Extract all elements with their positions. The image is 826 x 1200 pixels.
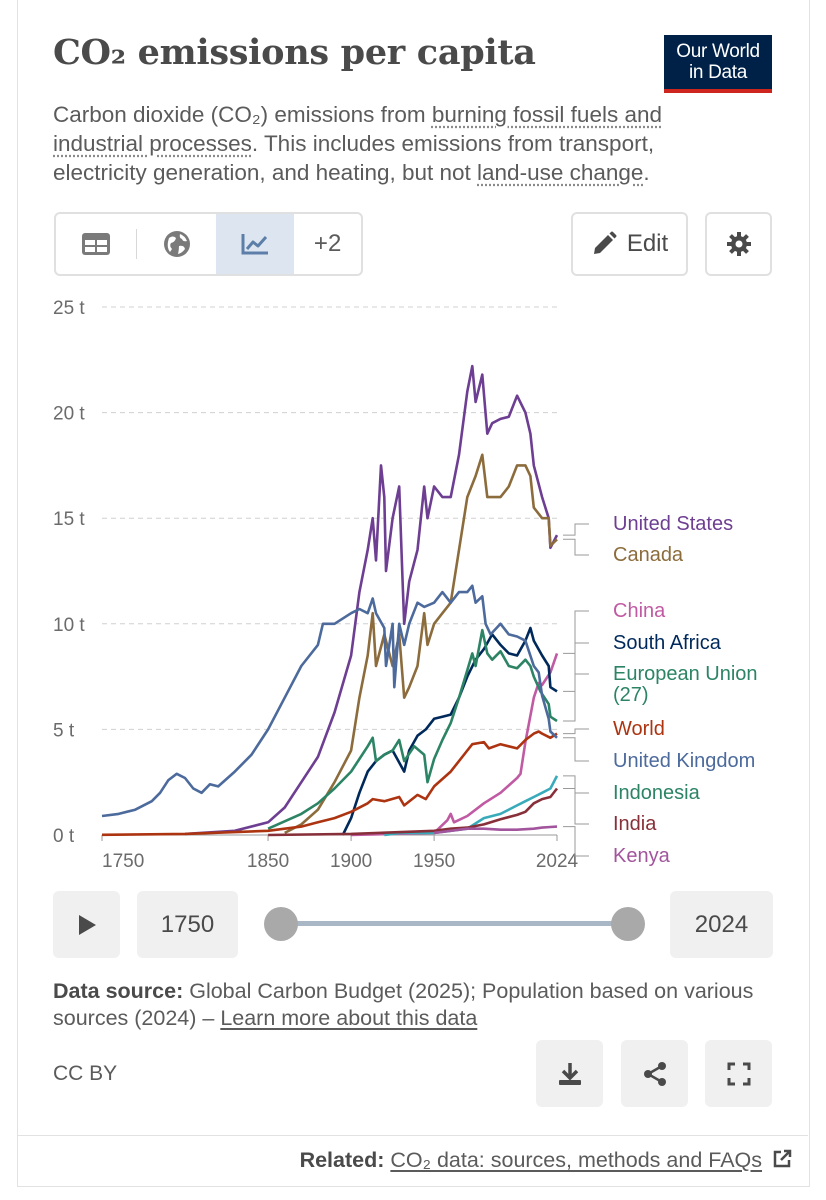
tab-table[interactable]: [56, 214, 136, 274]
fullscreen-button[interactable]: [705, 1040, 772, 1107]
edit-button[interactable]: Edit: [571, 212, 688, 276]
y-tick-label: 0 t: [53, 826, 75, 847]
y-tick-label: 10 t: [53, 615, 85, 636]
legend-connector: [563, 523, 589, 536]
series-line: [384, 775, 559, 837]
x-tick-label: 1750: [102, 851, 144, 872]
series-line: [268, 787, 559, 837]
x-tick-label: 1900: [330, 851, 372, 872]
globe-icon: [163, 231, 190, 257]
pencil-icon: [593, 231, 617, 254]
tab-divider: [135, 229, 137, 259]
external-link-icon[interactable]: [772, 1149, 792, 1169]
start-handle[interactable]: [264, 907, 298, 941]
share-button[interactable]: [621, 1040, 688, 1107]
legend-label: United States: [613, 513, 733, 535]
edit-label: Edit: [626, 230, 669, 257]
legend-connector: [563, 775, 589, 794]
x-tick-label: 1850: [247, 851, 289, 872]
subtitle-text-1: Carbon dioxide (CO₂) emissions from: [53, 102, 432, 127]
related-divider: [17, 1135, 808, 1136]
source-heading: Data source:: [53, 979, 184, 1003]
end-handle[interactable]: [611, 907, 645, 941]
fossil-fuels-link[interactable]: burning fossil fuels and industrial proc…: [53, 102, 663, 156]
download-icon: [558, 1062, 581, 1085]
related-heading: Related:: [299, 1148, 385, 1172]
data-source: Data source: Global Carbon Budget (2025)…: [53, 978, 783, 1032]
logo-line-2: in Data: [688, 62, 748, 83]
chart-title: CO₂ emissions per capita: [53, 32, 536, 73]
subtitle-text-3: .: [643, 160, 650, 185]
legend-label: World: [613, 718, 665, 740]
license-label[interactable]: CC BY: [53, 1062, 118, 1085]
legend-connector: [563, 737, 589, 762]
legend-label: India: [613, 813, 657, 835]
play-icon: [78, 914, 96, 935]
series-line: [101, 584, 558, 818]
legend-label: South Africa: [613, 632, 722, 654]
legend-label: Canada: [613, 544, 684, 566]
settings-button[interactable]: [705, 212, 772, 276]
legend-connector: [563, 673, 589, 722]
tab-chart[interactable]: [216, 214, 295, 274]
tab-map[interactable]: [137, 214, 217, 274]
chart-card: [17, 0, 810, 1187]
expand-icon: [727, 1062, 750, 1085]
view-tabs: +2: [54, 212, 363, 276]
series-line: [433, 825, 558, 835]
share-icon: [643, 1061, 666, 1086]
download-button[interactable]: [536, 1040, 603, 1107]
play-button[interactable]: [53, 891, 120, 958]
related-section: Related: CO₂ data: sources, methods and …: [300, 1148, 792, 1173]
legend-label: China: [613, 600, 666, 622]
x-tick-label: 1950: [413, 851, 455, 872]
line-chart-icon: [241, 234, 269, 255]
source-text: Global Carbon Budget (2025); Population …: [53, 979, 754, 1030]
series-line: [284, 453, 558, 835]
start-year-button[interactable]: 1750: [137, 891, 238, 958]
series-line: [267, 628, 558, 830]
series-line: [101, 730, 558, 837]
chart-subtitle: Carbon dioxide (CO₂) emissions from burn…: [53, 100, 753, 187]
series-line: [184, 364, 559, 836]
end-year-button[interactable]: 2024: [670, 891, 773, 958]
gear-icon: [726, 232, 751, 256]
land-use-change-link[interactable]: land-use change: [477, 160, 644, 185]
legend-label: European Union: [613, 663, 758, 685]
line-chart: 0 t 5 t 10 t 15 t 20 t 25 t 1750 1850 1900 1950 20…: [53, 298, 758, 872]
more-views-button[interactable]: +2: [313, 230, 342, 257]
table-icon: [81, 233, 110, 255]
related-link[interactable]: CO₂ data: sources, methods and FAQs: [390, 1148, 763, 1172]
legend-connector: [563, 538, 589, 556]
series-line: [351, 652, 559, 837]
legend-connector: [563, 610, 589, 654]
timeline-track[interactable]: [281, 921, 628, 926]
legend-label: (27): [613, 684, 649, 706]
y-tick-label: 25 t: [53, 298, 85, 319]
legend-connector: [563, 642, 589, 692]
legend-connector: [563, 826, 589, 857]
x-tick-label: 2024: [536, 851, 579, 872]
learn-more-link[interactable]: Learn more about this data: [220, 1006, 478, 1030]
y-tick-label: 15 t: [53, 509, 85, 530]
legend-label: Kenya: [613, 845, 671, 867]
y-tick-label: 20 t: [53, 404, 85, 425]
subtitle-text-2: . This includes emissions from transport…: [53, 131, 655, 185]
legend-connector: [563, 728, 589, 735]
legend-label: United Kingdom: [613, 750, 755, 772]
legend-connector: [563, 788, 589, 825]
legend-label: Indonesia: [613, 782, 701, 804]
y-tick-label: 5 t: [53, 720, 75, 741]
logo-line-1: Our World: [676, 41, 760, 62]
owid-logo[interactable]: Our World in Data: [664, 35, 772, 93]
